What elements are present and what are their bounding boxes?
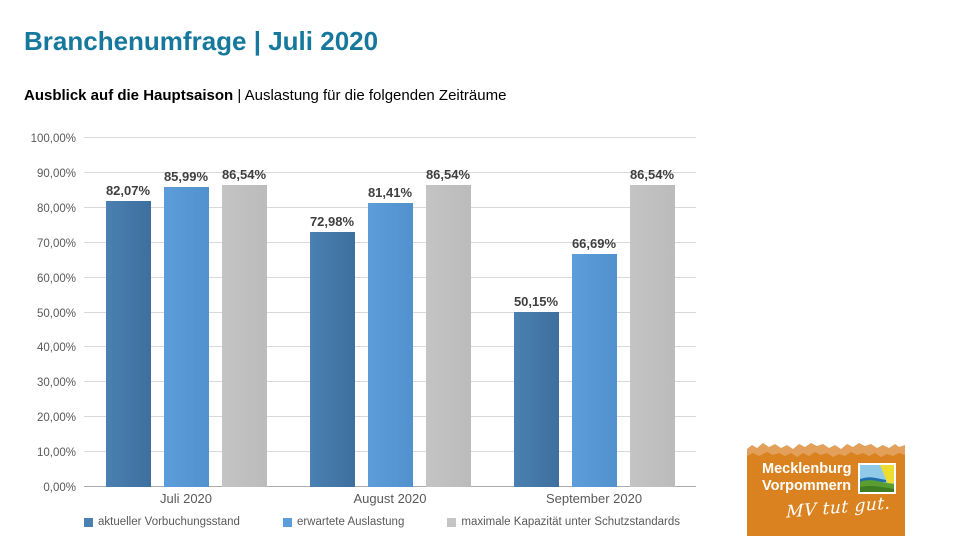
bar-group: 82,07% 85,99% 86,54% (84, 138, 288, 487)
x-axis-labels: Juli 2020 August 2020 September 2020 (84, 491, 696, 506)
bar-column: 50,15% (513, 138, 559, 487)
y-tick-label: 50,00% (36, 307, 76, 320)
bar-column: 86,54% (425, 138, 471, 487)
bar (105, 200, 151, 487)
subtitle-bold: Ausblick auf die Hauptsaison (24, 87, 234, 104)
logo-region-line1: Mecklenburg (762, 461, 852, 477)
bar (513, 311, 559, 487)
y-tick-label: 80,00% (36, 202, 76, 215)
mv-landscape-icon (858, 462, 897, 494)
legend-swatch (282, 517, 292, 527)
subtitle-separator: | (233, 87, 245, 104)
plot-area: 82,07% 85,99% 86,54% 72,98% 81,41% 86,54% 50,1… (84, 137, 696, 487)
bar-column: 66,69% (571, 138, 617, 487)
bar-value-label: 86,54% (425, 166, 471, 182)
bar-value-label: 85,99% (163, 168, 209, 184)
bar-column: 82,07% (105, 138, 151, 487)
logo-region-name: Mecklenburg Vorpommern (762, 461, 851, 495)
chart-subtitle: Ausblick auf die Hauptsaison | Auslastun… (24, 87, 506, 104)
bar-column: 86,54% (629, 138, 675, 487)
y-tick-label: 0,00% (43, 482, 76, 494)
mecklenburg-vorpommern-logo: Mecklenburg Vorpommern MV tut gut. (747, 437, 905, 536)
bar-column: 81,41% (367, 138, 413, 487)
bar-value-label: 81,41% (367, 184, 413, 200)
legend-label: aktueller Vorbuchungsstand (98, 516, 240, 528)
bar-value-label: 72,98% (309, 214, 355, 230)
bar-column: 85,99% (163, 138, 209, 487)
y-tick-label: 70,00% (36, 237, 76, 250)
y-tick-label: 20,00% (36, 412, 76, 425)
y-tick-label: 10,00% (36, 447, 76, 460)
bar-value-label: 50,15% (513, 293, 559, 309)
chart-legend: aktueller Vorbuchungsstand erwartete Ausl… (84, 516, 680, 528)
bar (221, 184, 267, 487)
bar (629, 184, 675, 487)
gridline (84, 171, 696, 173)
logo-region-line2: Vorpommern (762, 478, 852, 495)
bar-value-label: 66,69% (571, 236, 617, 252)
bar (571, 254, 617, 487)
bar (309, 232, 355, 487)
y-axis: 0,00% 10,00% 20,00% 30,00% 40,00% 50,00% 60,00… (24, 133, 76, 494)
page-title: Branchenumfrage | Juli 2020 (24, 26, 379, 56)
bar-group: 72,98% 81,41% 86,54% (288, 138, 492, 487)
y-tick-label: 100,00% (30, 133, 76, 145)
bar-value-label: 86,54% (629, 166, 675, 182)
bar-group: 50,15% 66,69% 86,54% (492, 138, 696, 487)
y-tick-label: 40,00% (36, 342, 76, 355)
subtitle-rest: Auslastung für die folgenden Zeiträume (244, 87, 507, 104)
bar-column: 72,98% (309, 138, 355, 487)
legend-label: maximale Kapazität unter Schutzstandards (461, 516, 680, 528)
legend-swatch (84, 517, 93, 527)
bar (425, 184, 471, 487)
legend-item: maximale Kapazität unter Schutzstandards (447, 516, 680, 528)
y-tick-label: 90,00% (36, 167, 76, 180)
bar-value-label: 86,54% (221, 166, 267, 182)
legend-label: erwartete Auslastung (296, 516, 405, 528)
y-tick-label: 30,00% (36, 377, 76, 390)
logo-content: Mecklenburg Vorpommern MV tut gut. (747, 461, 905, 523)
legend-swatch (447, 517, 457, 527)
legend-item: aktueller Vorbuchungsstand (84, 516, 240, 528)
x-category-label: September 2020 (545, 491, 643, 506)
bar-value-label: 82,07% (105, 182, 151, 198)
legend-item: erwartete Auslastung (282, 516, 405, 528)
bar-column: 86,54% (221, 138, 267, 487)
bar (163, 186, 209, 487)
y-tick-label: 60,00% (36, 272, 76, 285)
torn-paper-edge (747, 443, 905, 465)
x-category-label: Juli 2020 (159, 491, 213, 506)
bar (367, 202, 413, 487)
gridline (84, 137, 696, 138)
x-category-label: August 2020 (353, 491, 427, 506)
